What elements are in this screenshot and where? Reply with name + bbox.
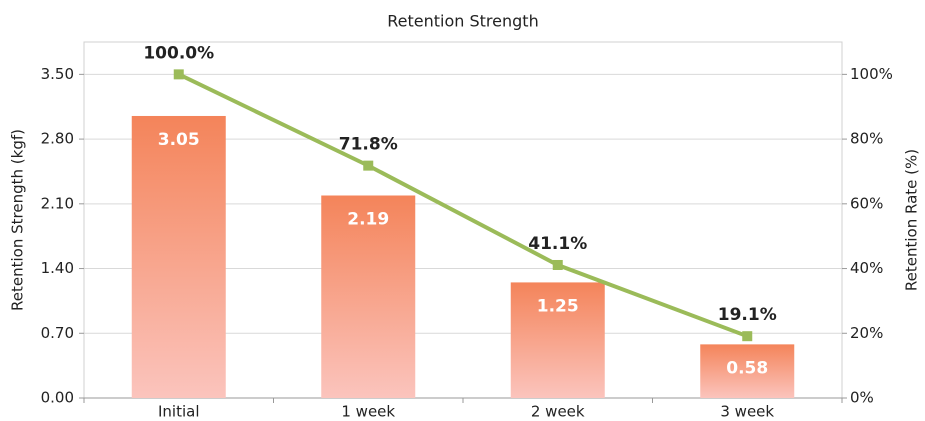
y-tick-label: 2.10 (41, 194, 74, 212)
y-tick-label: 3.50 (41, 65, 74, 83)
bar (700, 344, 795, 398)
y2-tick-label: 60% (850, 194, 883, 212)
bar-value-label: 0.58 (726, 358, 768, 378)
y2-tick-label: 80% (850, 130, 883, 148)
bar-value-label: 2.19 (347, 209, 389, 229)
y2-tick-label: 0% (850, 389, 874, 407)
y2-tick-label: 40% (850, 259, 883, 277)
line-value-label: 100.0% (143, 43, 214, 63)
line-marker (363, 160, 374, 171)
x-tick-label: 3 week (720, 403, 774, 421)
y2-tick-label: 100% (850, 65, 893, 83)
bar-value-label: 3.05 (158, 130, 200, 150)
bar-value-label: 1.25 (537, 296, 579, 316)
line-value-label: 71.8% (339, 135, 398, 155)
y2-axis-label: Retention Rate (%) (903, 149, 921, 291)
y-tick-label: 0.70 (41, 324, 74, 342)
y-tick-label: 0.00 (41, 389, 74, 407)
line-marker (552, 259, 563, 270)
line-marker (742, 331, 753, 342)
x-tick-label: 1 week (341, 403, 395, 421)
bar (510, 282, 605, 398)
x-tick-label: 2 week (531, 403, 585, 421)
x-tick-label: Initial (158, 403, 200, 421)
y-tick-label: 1.40 (41, 259, 74, 277)
y-tick-label: 2.80 (41, 130, 74, 148)
y-axis-label: Retention Strength (kgf) (9, 129, 27, 311)
bar (321, 195, 416, 398)
line-value-label: 19.1% (718, 305, 777, 325)
line-marker (173, 69, 184, 80)
bar (131, 115, 226, 398)
chart-title: Retention Strength (387, 12, 538, 31)
y2-tick-label: 20% (850, 324, 883, 342)
line-value-label: 41.1% (528, 234, 587, 254)
line (177, 72, 748, 339)
